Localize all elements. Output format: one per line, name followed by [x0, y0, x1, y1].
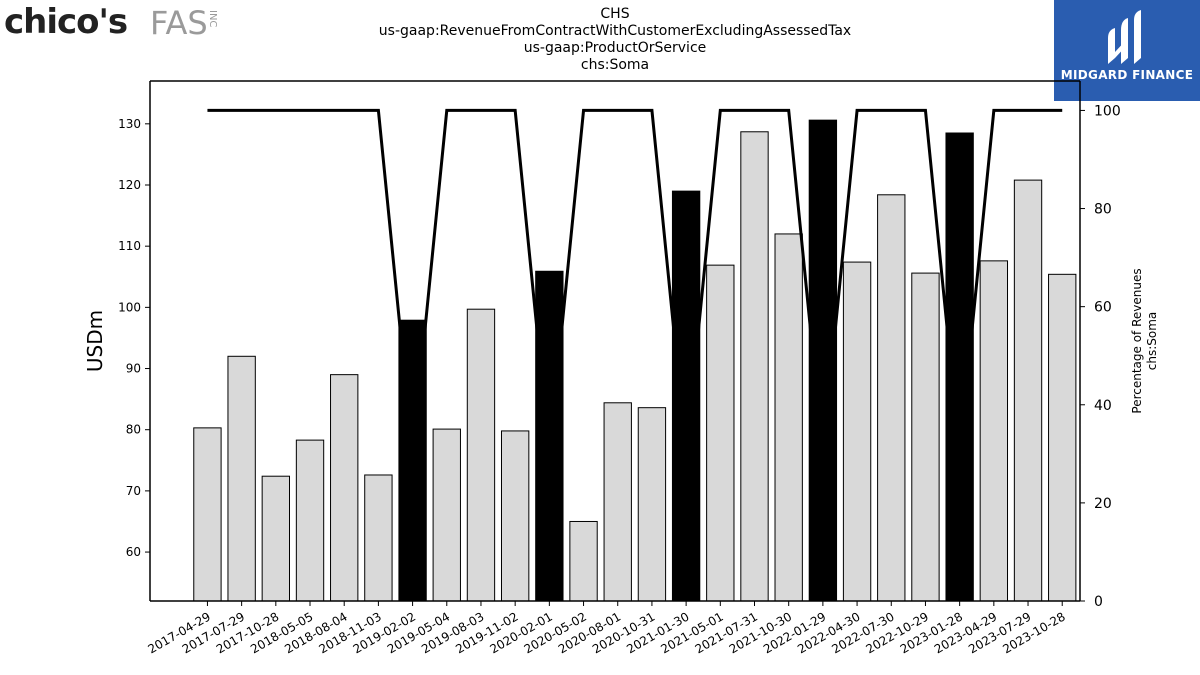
bar [774, 233, 803, 602]
y-tick-label: 120 [118, 178, 141, 192]
percentage-line [207, 108, 1063, 454]
bar [842, 261, 872, 602]
bar [671, 190, 701, 602]
bar [740, 131, 769, 602]
bar [637, 407, 667, 602]
chart-title-line: us-gaap:ProductOrService [523, 40, 707, 56]
company-logo: chico's FAS INC [4, 2, 234, 42]
bar [603, 402, 632, 602]
bar [364, 474, 393, 602]
bar [466, 308, 496, 602]
chart-title-line: chs:Soma [580, 57, 650, 73]
y2-tick-label: 60 [1094, 300, 1112, 316]
bar [261, 475, 290, 602]
y-tick-label: 70 [126, 484, 141, 498]
y-axis-label: USDm [83, 310, 107, 372]
y-tick-label: 90 [126, 362, 141, 376]
bar [877, 194, 906, 602]
y2-tick-label: 20 [1094, 496, 1112, 512]
midgard-finance-logo: MIDGARD FINANCE [1054, 0, 1200, 101]
y2-tick-label: 40 [1094, 398, 1112, 414]
logo-text: MIDGARD FINANCE [1060, 68, 1194, 82]
y-tick-label: 100 [118, 300, 141, 314]
chart-title-line: us-gaap:RevenueFromContractWithCustomerE… [378, 23, 852, 39]
bar [227, 355, 256, 602]
y-tick-label: 60 [126, 545, 141, 559]
y-tick-label: 110 [118, 239, 141, 253]
brand-name: chico's [4, 2, 128, 42]
bar [295, 439, 325, 602]
y2-tick-label: 100 [1094, 103, 1121, 119]
y2-axis-label: chs:Soma [1145, 312, 1159, 371]
bar [193, 427, 222, 602]
chart-title: CHS us-gaap:RevenueFromContractWithCusto… [300, 6, 930, 74]
bar [500, 430, 530, 602]
brand-sub: FAS [150, 4, 208, 42]
bar [569, 520, 598, 602]
bar [1048, 273, 1077, 602]
y-tick-label: 80 [126, 423, 141, 437]
bar [979, 260, 1009, 602]
bar [911, 272, 940, 602]
y2-tick-label: 0 [1094, 594, 1103, 610]
bar [535, 270, 564, 602]
bar [330, 374, 359, 602]
y2-axis-label: Percentage of Revenues [1130, 268, 1144, 413]
bar [706, 264, 735, 602]
midgard-logo-icon [1108, 10, 1141, 64]
bar [1013, 179, 1043, 602]
bar [432, 428, 461, 602]
chart-title-line: CHS [600, 6, 630, 22]
y2-tick-label: 80 [1094, 202, 1112, 218]
y-tick-label: 130 [118, 117, 141, 131]
